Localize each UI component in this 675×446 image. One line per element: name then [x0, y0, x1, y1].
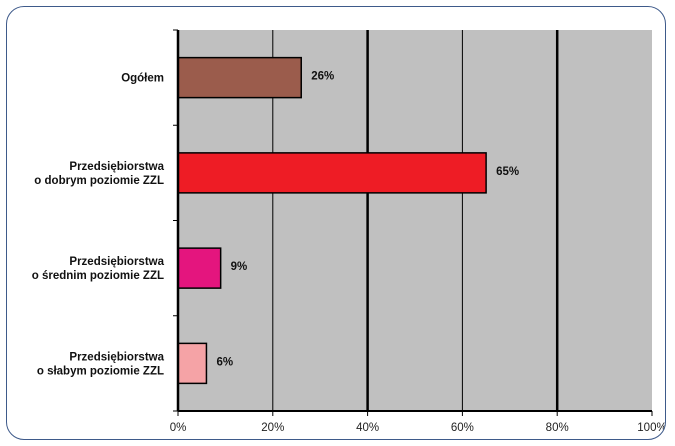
bar	[177, 56, 302, 99]
data-label: 6%	[216, 356, 233, 368]
category-label-line: Przedsiębiorstwa	[69, 161, 164, 173]
category-label: Przedsiębiorstwa o dobrym poziomie ZZL	[34, 161, 164, 187]
x-tick-label: 20%	[261, 422, 284, 434]
x-tick-label: 40%	[356, 422, 379, 434]
labels: 0% 20% 40% 60% 80% 100% 26% Ogółem 65% Przedsiębi…	[32, 71, 666, 434]
category-label-line: o słabym poziomie ZZL	[37, 365, 164, 377]
bar	[177, 342, 208, 385]
data-label: 9%	[231, 261, 248, 273]
category-label: Przedsiębiorstwa o słabym poziomie ZZL	[37, 351, 165, 377]
category-label: Ogółem	[121, 73, 164, 85]
axes	[173, 29, 653, 416]
category-label-line: Przedsiębiorstwa	[69, 351, 164, 363]
data-label: 65%	[496, 166, 519, 178]
bar	[177, 247, 222, 289]
category-label-line: o średnim poziomie ZZL	[32, 270, 164, 282]
data-label: 26%	[311, 71, 334, 83]
category-label-line: Przedsiębiorstwa	[69, 256, 164, 268]
category-label-line: Ogółem	[121, 73, 164, 85]
category-label-line: o dobrym poziomie ZZL	[34, 175, 164, 187]
bar-chart: 0% 20% 40% 60% 80% 100% 26% Ogółem 65% Przedsiębi…	[32, 29, 666, 434]
bar	[177, 152, 487, 194]
x-tick-label: 0%	[170, 422, 187, 434]
bars	[177, 56, 487, 385]
x-tick-label: 60%	[451, 422, 474, 434]
chart-frame: 0% 20% 40% 60% 80% 100% 26% Ogółem 65% Przedsiębi…	[6, 6, 666, 440]
x-tick-label: 100%	[637, 422, 666, 434]
x-tick-label: 80%	[546, 422, 569, 434]
category-label: Przedsiębiorstwa o średnim poziomie ZZL	[32, 256, 165, 282]
